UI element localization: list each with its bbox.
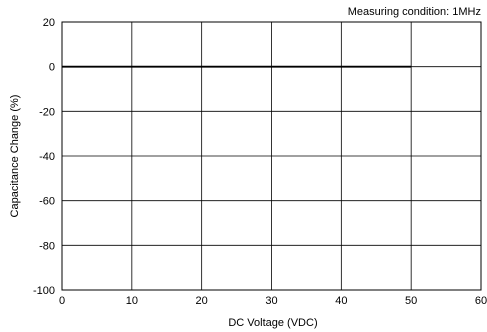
plot-border bbox=[61, 21, 482, 291]
x-tick-label-0: 0 bbox=[59, 295, 65, 307]
x-tick-label-5: 50 bbox=[405, 295, 417, 307]
grid bbox=[61, 21, 482, 291]
x-tick-labels: 0 10 20 30 40 50 60 bbox=[59, 295, 487, 307]
y-tick-label-1: 0 bbox=[49, 62, 55, 74]
y-tick-label-6: -100 bbox=[33, 285, 55, 297]
y-tick-label-2: -20 bbox=[39, 106, 55, 118]
x-axis-label: DC Voltage (VDC) bbox=[228, 317, 317, 329]
x-tick-label-3: 30 bbox=[265, 295, 277, 307]
x-tick-label-2: 20 bbox=[196, 295, 208, 307]
x-tick-label-4: 40 bbox=[335, 295, 347, 307]
y-tick-label-5: -80 bbox=[39, 240, 55, 252]
y-tick-label-0: 20 bbox=[43, 17, 55, 29]
y-tick-label-3: -40 bbox=[39, 151, 55, 163]
y-tick-label-4: -60 bbox=[39, 196, 55, 208]
x-tick-label-1: 10 bbox=[126, 295, 138, 307]
y-tick-labels: 20 0 -20 -40 -60 -80 -100 bbox=[33, 17, 55, 297]
y-axis-label: Capacitance Change (%) bbox=[9, 95, 21, 218]
plot-frame bbox=[61, 21, 482, 291]
x-tick-label-6: 60 bbox=[475, 295, 487, 307]
chart-annotation: Measuring condition: 1MHz bbox=[348, 6, 481, 18]
